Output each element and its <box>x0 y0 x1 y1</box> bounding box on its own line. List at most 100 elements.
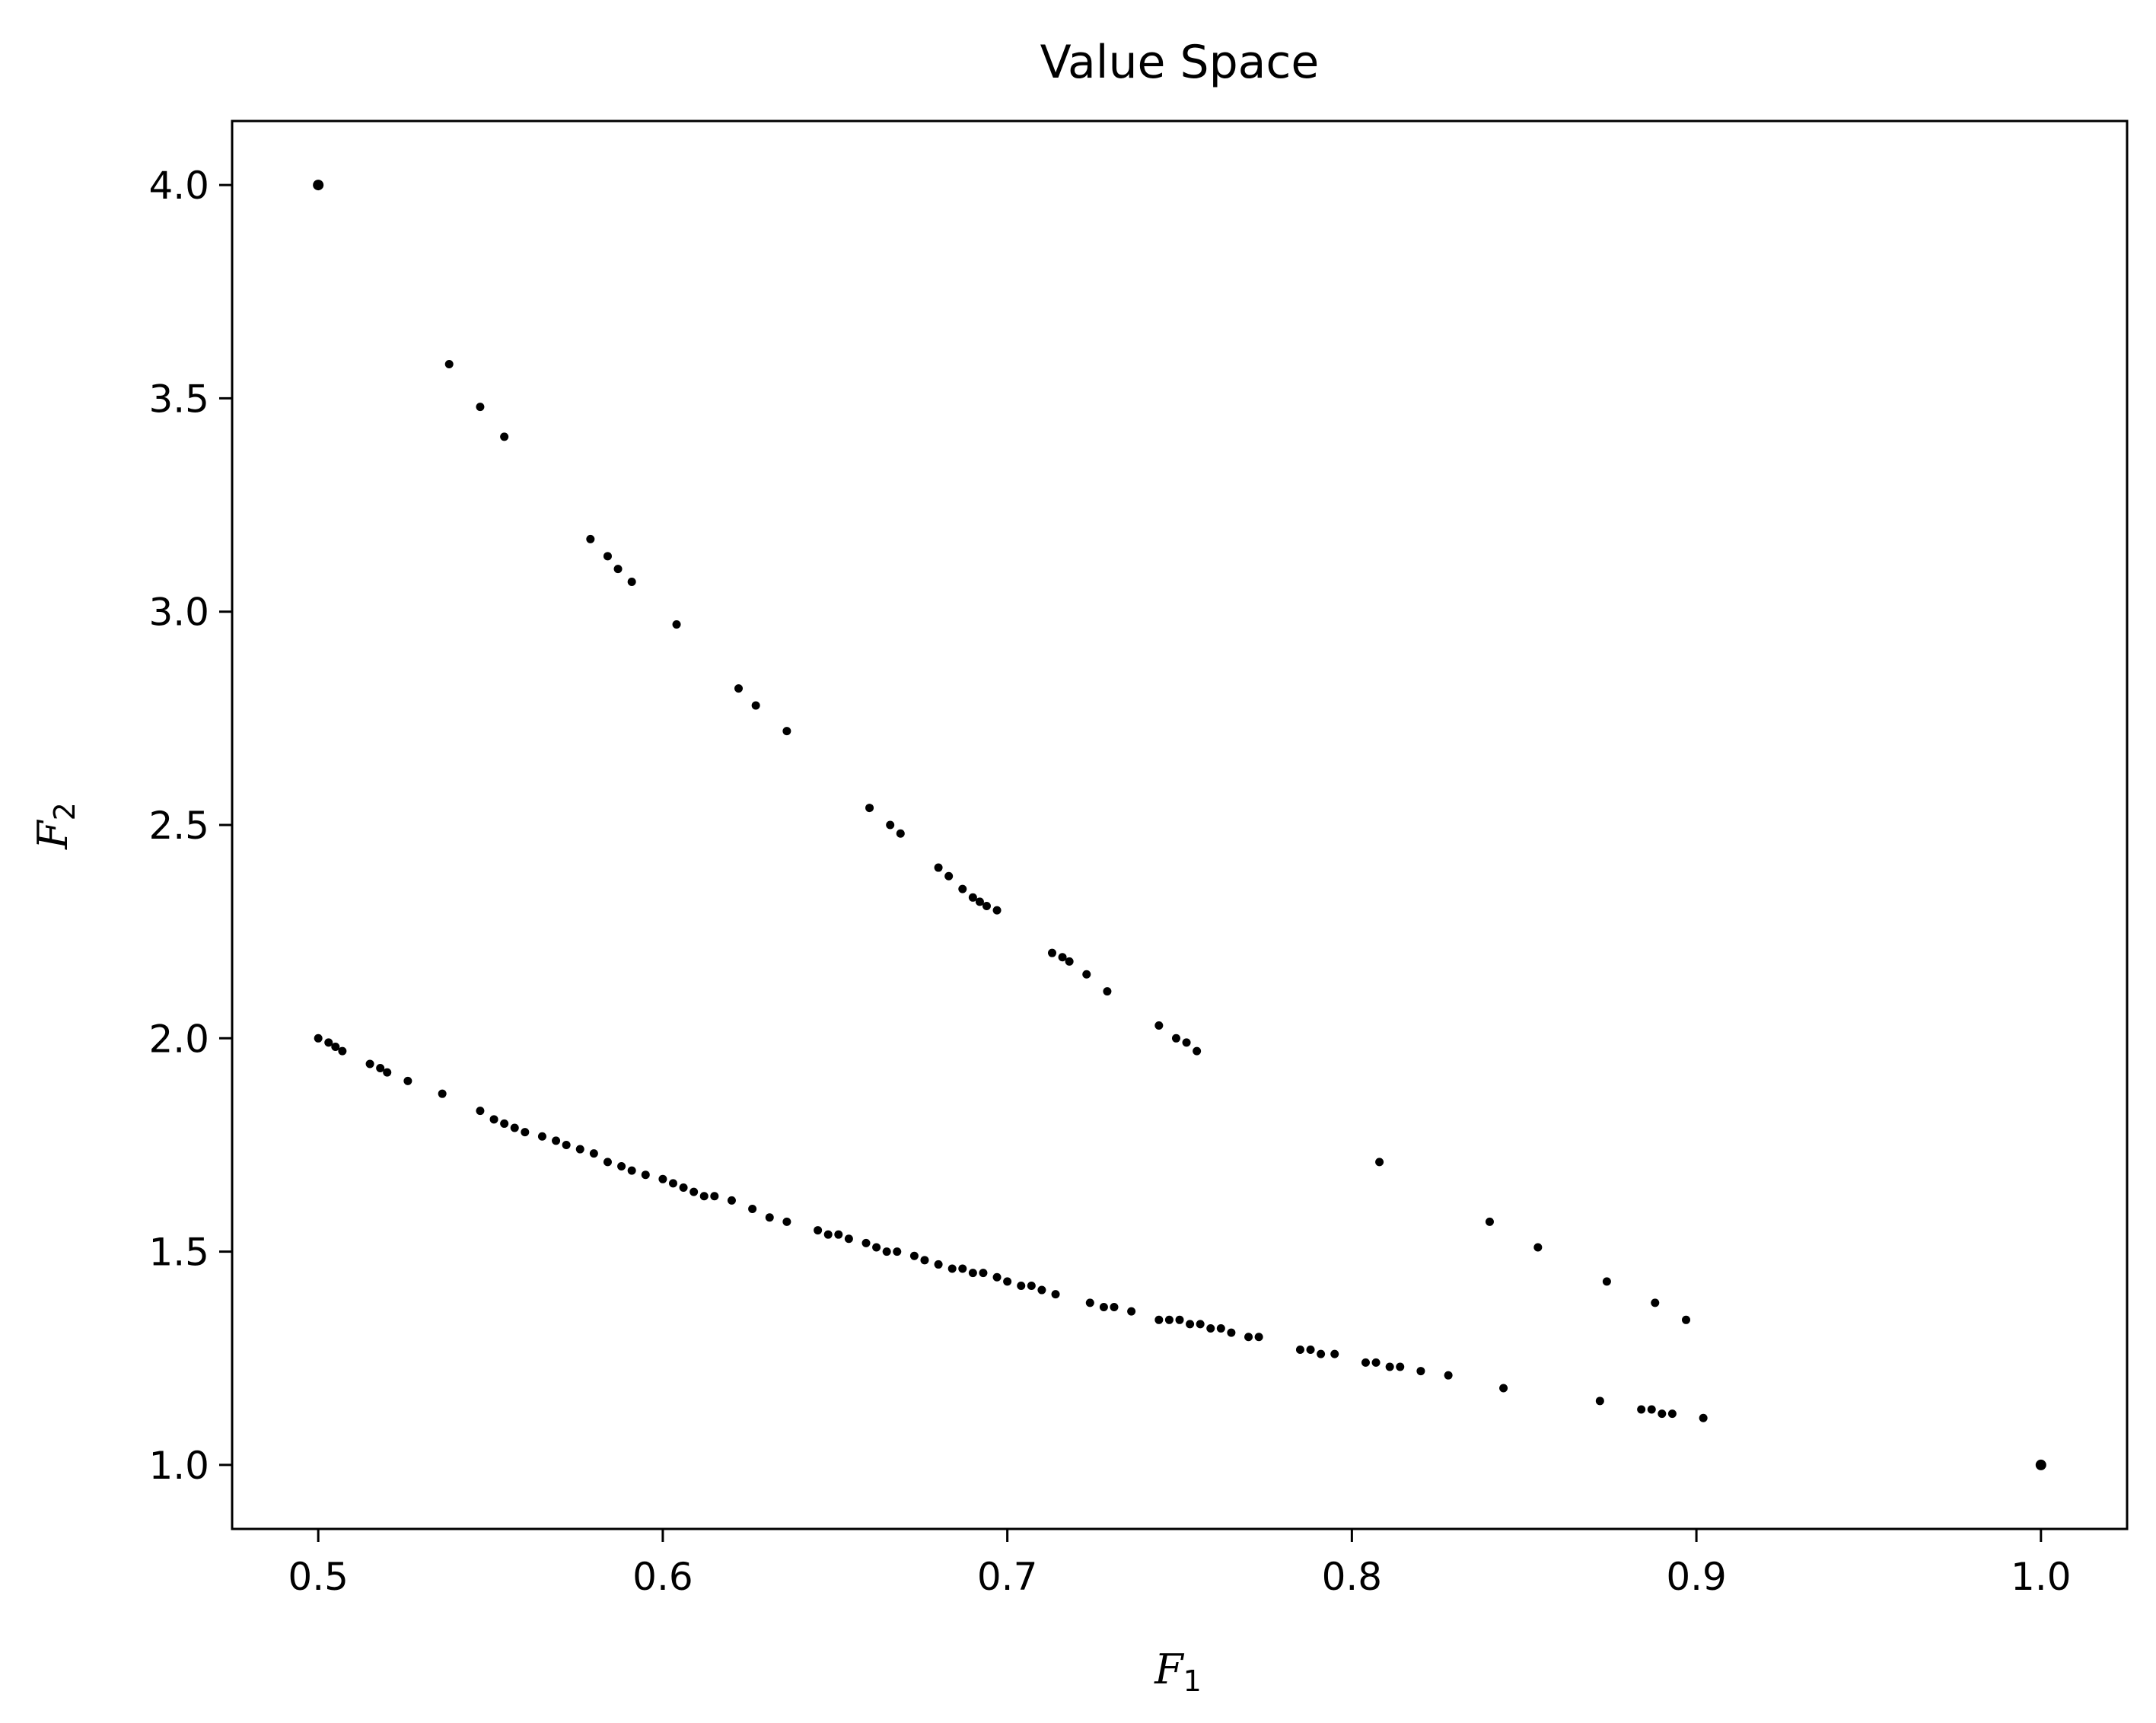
data-point <box>641 1170 650 1180</box>
plot-frame <box>231 119 2129 1530</box>
data-point <box>934 1260 943 1269</box>
data-point <box>1182 1038 1191 1047</box>
data-point <box>765 1213 774 1222</box>
data-point <box>331 1043 340 1052</box>
data-point <box>1385 1362 1394 1371</box>
data-point <box>751 701 760 710</box>
data-point <box>2035 1459 2046 1470</box>
data-point <box>1227 1328 1236 1337</box>
data-point <box>1699 1413 1708 1422</box>
data-point <box>844 1234 853 1244</box>
data-point <box>748 1205 757 1214</box>
x-tick-label: 0.7 <box>977 1555 1038 1599</box>
data-point <box>603 1158 612 1167</box>
data-point <box>944 871 954 881</box>
data-point <box>1444 1371 1453 1380</box>
x-tick-label: 1.0 <box>2011 1555 2072 1599</box>
data-point <box>909 1251 919 1260</box>
data-point <box>613 565 623 574</box>
data-point <box>1085 1298 1094 1307</box>
data-point <box>589 1149 598 1158</box>
data-point <box>975 897 984 906</box>
data-point <box>510 1123 519 1132</box>
data-point <box>500 432 509 441</box>
data-point <box>1110 1302 1119 1311</box>
data-point <box>979 1269 988 1278</box>
data-point <box>365 1059 374 1069</box>
data-point <box>992 906 1002 915</box>
data-point <box>1371 1358 1381 1367</box>
data-point <box>1065 957 1074 966</box>
data-point <box>1595 1397 1604 1406</box>
data-point <box>834 1230 843 1239</box>
data-point <box>1027 1281 1036 1290</box>
data-point <box>383 1068 392 1077</box>
chart-title: Value Space <box>1040 36 1320 89</box>
data-point <box>1186 1320 1195 1329</box>
data-point <box>1175 1315 1184 1324</box>
data-point <box>872 1243 881 1252</box>
data-point <box>1658 1409 1667 1419</box>
data-point <box>1667 1409 1677 1419</box>
data-point <box>627 1166 636 1175</box>
data-point <box>603 552 612 561</box>
data-point <box>727 1196 736 1205</box>
data-point <box>1017 1281 1026 1290</box>
data-point <box>476 403 485 412</box>
data-point <box>1647 1405 1656 1414</box>
data-point <box>586 534 595 543</box>
data-point <box>861 1238 871 1247</box>
y-tick-label: 3.0 <box>148 591 209 635</box>
x-axis-label: F1 <box>1154 1645 1202 1698</box>
data-point <box>627 577 636 586</box>
data-point <box>314 1033 323 1043</box>
data-point <box>1154 1315 1164 1324</box>
data-point <box>958 884 967 893</box>
data-point <box>1193 1046 1202 1056</box>
y-tick-label: 3.5 <box>148 377 209 421</box>
data-point <box>521 1128 530 1137</box>
y-tick-label: 2.5 <box>148 804 209 848</box>
data-point <box>920 1256 929 1265</box>
x-axis-label-main: F <box>1154 1645 1185 1693</box>
data-point <box>968 893 977 902</box>
data-point <box>444 360 454 369</box>
data-point <box>668 1179 677 1188</box>
data-point <box>1103 987 1112 996</box>
data-point <box>313 180 324 191</box>
y-tick-label: 1.5 <box>148 1231 209 1275</box>
data-point <box>562 1140 571 1149</box>
data-point <box>1127 1307 1136 1316</box>
data-point <box>896 829 905 838</box>
data-point <box>679 1183 688 1193</box>
data-point <box>1602 1277 1611 1286</box>
y-axis-ticks: 1.0 1.5 2.0 2.5 3.0 3.5 4.0 <box>148 164 232 1488</box>
y-axis-label-main: F <box>29 819 77 850</box>
data-point <box>537 1132 546 1141</box>
data-point <box>982 902 991 911</box>
data-point <box>1533 1243 1543 1252</box>
data-point <box>552 1136 561 1145</box>
data-point <box>699 1192 709 1201</box>
data-point <box>1196 1320 1205 1329</box>
x-axis-ticks: 0.5 0.6 0.7 0.8 0.9 1.0 <box>288 1529 2072 1599</box>
data-point <box>689 1187 699 1196</box>
data-point <box>658 1174 667 1183</box>
data-point <box>1682 1315 1691 1324</box>
data-point <box>617 1161 626 1170</box>
data-point <box>958 1264 967 1273</box>
data-point <box>814 1226 823 1235</box>
data-point <box>865 804 874 813</box>
data-point <box>338 1046 347 1056</box>
data-point <box>1099 1302 1108 1311</box>
data-point <box>1637 1405 1646 1414</box>
x-tick-label: 0.5 <box>288 1555 349 1599</box>
data-point <box>1154 1021 1164 1030</box>
data-point <box>1361 1358 1370 1367</box>
data-point <box>1499 1384 1508 1393</box>
data-point <box>376 1064 385 1073</box>
data-point <box>672 620 681 629</box>
data-point <box>710 1192 719 1201</box>
data-point <box>1651 1298 1660 1307</box>
